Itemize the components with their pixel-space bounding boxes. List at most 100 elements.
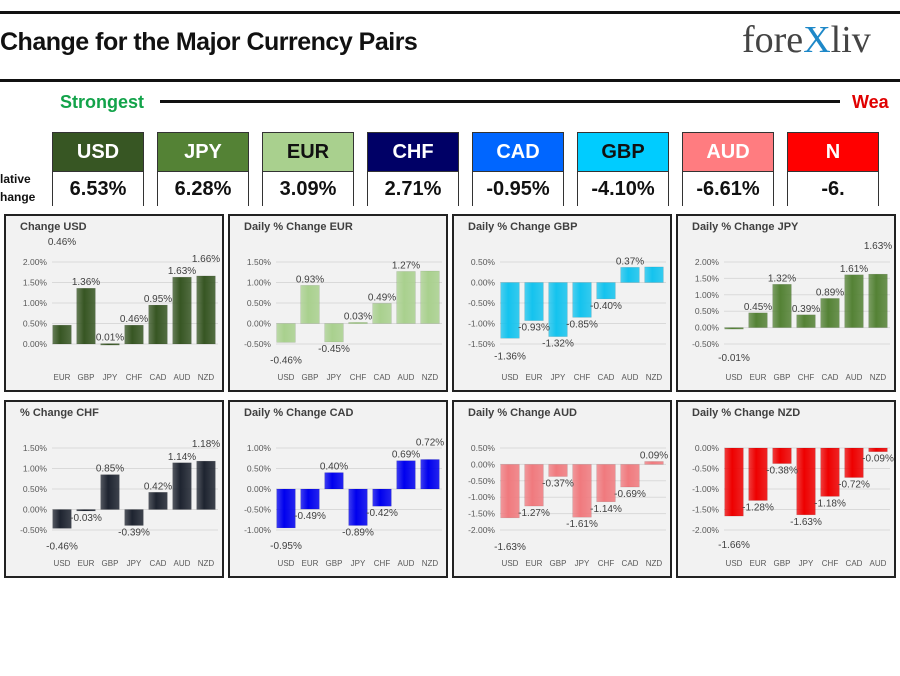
category-label: EUR xyxy=(54,373,71,382)
data-label: -0.93% xyxy=(518,323,550,334)
y-tick-label: 1.50% xyxy=(695,273,720,283)
bar-nzd xyxy=(644,461,664,465)
data-label: 1.36% xyxy=(72,277,100,288)
y-tick-label: 0.50% xyxy=(247,464,272,474)
y-tick-label: 1.00% xyxy=(247,278,272,288)
bar-jpy xyxy=(348,488,368,526)
category-label: JPY xyxy=(327,373,342,382)
chart-title: Daily % Change NZD xyxy=(692,407,801,419)
category-label: USD xyxy=(278,373,295,382)
currency-code: CAD xyxy=(496,140,540,163)
header-rule xyxy=(0,79,900,82)
category-label: AUD xyxy=(622,373,639,382)
y-tick-label: -0.50% xyxy=(20,525,47,535)
chart-nzd: Daily % Change NZD -2.00% -1.50% -1.00% -0.5… xyxy=(676,400,896,578)
data-label: -1.32% xyxy=(542,339,574,350)
y-tick-label: 0.00% xyxy=(23,505,48,515)
category-label: CHF xyxy=(126,373,143,382)
category-label: GBP xyxy=(550,559,567,568)
data-label: -0.39% xyxy=(118,527,150,538)
currency-rank-6: AUD -6.61% xyxy=(682,132,774,207)
data-label: 0.69% xyxy=(392,450,420,461)
data-label: 0.46% xyxy=(48,237,76,248)
currency-rank-value: -0.95% xyxy=(473,172,563,207)
bar-chf xyxy=(124,324,144,345)
currency-rank-0: USD 6.53% xyxy=(52,132,144,207)
category-label: GBP xyxy=(774,373,791,382)
currency-rank-header: N xyxy=(788,133,878,172)
data-label: 0.39% xyxy=(792,304,820,315)
bar-chf xyxy=(796,314,816,328)
y-tick-label: 0.00% xyxy=(471,459,496,469)
currency-code: USD xyxy=(76,140,120,163)
strongest-label: Strongest xyxy=(60,92,145,112)
currency-rank-value: 2.71% xyxy=(368,172,458,207)
currency-rank-7: N -6. xyxy=(787,132,879,207)
currency-code: AUD xyxy=(706,140,750,163)
data-label: 1.66% xyxy=(192,254,220,265)
bar-gbp xyxy=(548,464,568,477)
cumulative-label-line1: lative xyxy=(0,172,31,186)
category-label: NZD xyxy=(198,559,215,568)
bar-eur xyxy=(524,464,544,507)
y-tick-label: 0.00% xyxy=(23,339,48,349)
bar-gbp xyxy=(324,472,344,490)
currency-rank-1: JPY 6.28% xyxy=(157,132,249,207)
chart-jpy: Daily % Change JPY -0.50% 0.00% 0.50% 1.00% 1… xyxy=(676,214,896,392)
category-label: CHF xyxy=(822,559,839,568)
bar-cad xyxy=(148,492,168,510)
bar-aud xyxy=(620,267,640,283)
y-tick-label: 0.50% xyxy=(471,257,496,267)
data-label: 0.72% xyxy=(416,437,444,448)
category-label: JPY xyxy=(799,559,814,568)
currency-rank-value: -6.61% xyxy=(683,172,773,207)
bar-nzd xyxy=(196,460,216,510)
bar-jpy xyxy=(796,447,816,516)
chart-title: Daily % Change JPY xyxy=(692,221,799,233)
category-label: CAD xyxy=(150,559,167,568)
category-label: AUD xyxy=(870,559,887,568)
data-label: -0.85% xyxy=(566,319,598,330)
chart-plot: -1.00% -0.50% 0.00% 0.50% 1.00% USD EUR GBP JPY C… xyxy=(244,437,444,568)
y-tick-label: 0.00% xyxy=(247,319,272,329)
chart-plot: -0.50% 0.00% 0.50% 1.00% 1.50% USD GBP JPY CHF CA… xyxy=(244,257,442,382)
data-label: -1.63% xyxy=(494,542,526,553)
currency-code: JPY xyxy=(184,140,222,163)
data-label: -1.36% xyxy=(494,351,526,362)
cumulative-change: 6.53% xyxy=(69,178,127,200)
category-label: EUR xyxy=(750,559,767,568)
data-label: -0.69% xyxy=(614,489,646,500)
data-label: 0.89% xyxy=(816,287,844,298)
data-label: 0.49% xyxy=(368,292,396,303)
y-tick-label: -1.00% xyxy=(692,484,719,494)
data-label: 1.63% xyxy=(168,266,196,277)
data-label: 1.63% xyxy=(864,241,892,252)
y-tick-label: -1.00% xyxy=(468,492,495,502)
category-label: CHF xyxy=(374,559,391,568)
y-tick-label: 2.00% xyxy=(695,257,720,267)
category-label: JPY xyxy=(551,373,566,382)
data-label: -1.14% xyxy=(590,504,622,515)
bar-jpy xyxy=(100,343,120,346)
category-label: CAD xyxy=(150,373,167,382)
data-label: -1.63% xyxy=(790,517,822,528)
data-label: -0.03% xyxy=(70,513,102,524)
bar-usd xyxy=(724,447,744,517)
bar-jpy xyxy=(572,464,592,518)
chart-plot: -2.00% -1.50% -1.00% -0.50% 0.00% USD EUR GBP JP… xyxy=(692,443,894,568)
currency-code: GBP xyxy=(601,140,645,163)
data-label: -1.27% xyxy=(518,508,550,519)
category-label: NZD xyxy=(198,373,215,382)
category-label: USD xyxy=(278,559,295,568)
chart-plot: -2.00% -1.50% -1.00% -0.50% 0.00% 0.50% USD EUR… xyxy=(468,443,668,568)
y-tick-label: 0.00% xyxy=(247,484,272,494)
currency-code: CHF xyxy=(392,140,434,163)
category-label: NZD xyxy=(870,373,887,382)
data-label: -0.46% xyxy=(270,355,302,366)
bar-usd xyxy=(276,323,296,343)
data-label: 0.95% xyxy=(144,294,172,305)
category-label: USD xyxy=(726,559,743,568)
y-tick-label: -1.50% xyxy=(468,509,495,519)
bar-jpy xyxy=(324,323,344,343)
category-label: AUD xyxy=(174,373,191,382)
